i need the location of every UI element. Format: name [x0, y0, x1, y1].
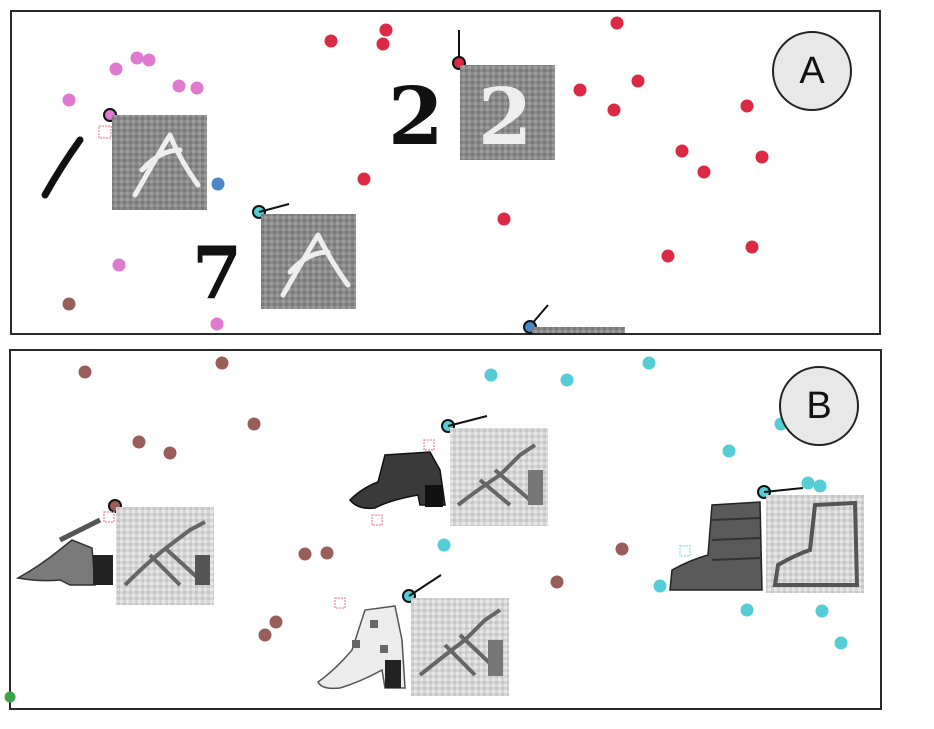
- point: [484, 368, 498, 382]
- point: [813, 479, 827, 493]
- ankle-boot-sample: [348, 415, 548, 526]
- panel-b-badge: B: [779, 366, 859, 446]
- point: [642, 356, 656, 370]
- point: [357, 172, 371, 186]
- point: [376, 37, 390, 51]
- reconstruction-image: [766, 495, 864, 593]
- point: [573, 83, 587, 97]
- reconstruction-image: [112, 115, 207, 210]
- point: [62, 93, 76, 107]
- point: [675, 144, 689, 158]
- point: [755, 150, 769, 164]
- boot-sample: [669, 485, 864, 593]
- svg-text:2: 2: [388, 69, 444, 163]
- point: [610, 16, 624, 30]
- digit-2-sample: 2 2: [388, 30, 555, 163]
- point: [142, 53, 156, 67]
- point: [745, 240, 759, 254]
- point: [560, 373, 574, 387]
- panel-a-label: A: [799, 49, 825, 92]
- point: [112, 258, 126, 272]
- point: [607, 103, 621, 117]
- point: [132, 435, 146, 449]
- point: [163, 446, 177, 460]
- digit-1-sample: [41, 108, 207, 210]
- svg-text:2: 2: [478, 72, 532, 163]
- point: [298, 547, 312, 561]
- point: [740, 603, 754, 617]
- point: [615, 542, 629, 556]
- point: [801, 476, 815, 490]
- reconstruction-image: [450, 428, 548, 526]
- point: [4, 691, 16, 703]
- point: [631, 74, 645, 88]
- edge-sample: [523, 304, 625, 334]
- point: [379, 23, 393, 37]
- point: [130, 51, 144, 65]
- point: [661, 249, 675, 263]
- point: [740, 99, 754, 113]
- point: [258, 628, 272, 642]
- digit-7-sample: 7: [192, 203, 356, 315]
- point: [109, 62, 123, 76]
- panel-a-badge: A: [772, 31, 852, 111]
- point: [653, 579, 667, 593]
- point: [697, 165, 711, 179]
- point: [834, 636, 848, 650]
- point: [815, 604, 829, 618]
- point: [215, 356, 229, 370]
- sandal-sample: [15, 499, 214, 605]
- point: [62, 297, 76, 311]
- heeled-sandal-sample: [317, 574, 509, 696]
- panel-a-points: [62, 16, 769, 331]
- point: [78, 365, 92, 379]
- reconstruction-image: [411, 598, 509, 696]
- point: [320, 546, 334, 560]
- point: [211, 177, 225, 191]
- point: [497, 212, 511, 226]
- reconstruction-image: [261, 214, 356, 309]
- point: [247, 417, 261, 431]
- point: [722, 444, 736, 458]
- point: [269, 615, 283, 629]
- point: [437, 538, 451, 552]
- point: [190, 81, 204, 95]
- svg-text:7: 7: [192, 230, 242, 315]
- point: [210, 317, 224, 331]
- reconstruction-image: 2: [460, 65, 555, 163]
- reconstruction-image: [116, 507, 214, 605]
- point: [172, 79, 186, 93]
- point: [324, 34, 338, 48]
- panel-b-label: B: [806, 384, 832, 427]
- point: [550, 575, 564, 589]
